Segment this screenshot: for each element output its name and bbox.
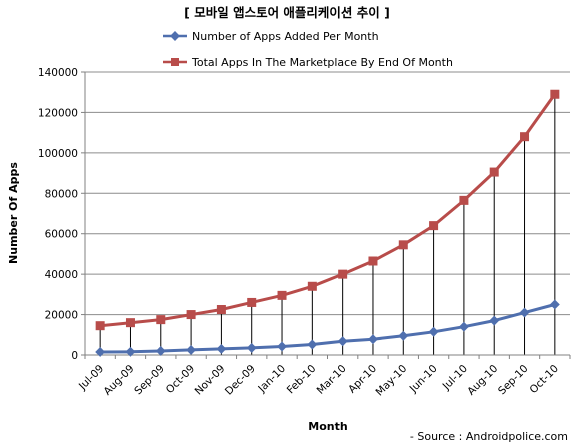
data-point-added xyxy=(458,321,469,332)
data-point-added xyxy=(549,299,560,310)
y-tick-label: 100000 xyxy=(38,148,78,160)
x-tick-label: Sep-09 xyxy=(132,363,167,398)
data-point-added xyxy=(428,326,439,337)
data-point-total xyxy=(307,281,317,291)
y-tick-label: 40000 xyxy=(45,269,78,281)
x-tick-label: Oct-10 xyxy=(528,363,561,396)
data-point-added xyxy=(277,341,287,352)
x-tick-label: Aug-09 xyxy=(101,363,136,398)
data-point-total xyxy=(156,315,166,325)
y-tick-label: 20000 xyxy=(45,310,78,322)
data-point-added xyxy=(519,307,530,318)
data-point-total xyxy=(368,256,378,266)
series-line-added xyxy=(100,303,556,354)
x-tick-label: Sep-10 xyxy=(496,363,531,398)
series-line-total xyxy=(100,93,557,328)
data-point-added xyxy=(489,315,500,326)
data-point-total xyxy=(550,89,560,99)
data-point-total xyxy=(247,297,257,307)
legend-marker-total xyxy=(171,58,179,66)
x-tick-labels: Jul-09Aug-09Sep-09Oct-09Nov-09Dec-09Jan-… xyxy=(76,363,561,399)
data-point-total xyxy=(338,269,348,279)
x-tick-label: Feb-10 xyxy=(285,363,319,397)
data-point-added xyxy=(246,342,257,353)
x-tick-label: Jun-10 xyxy=(407,363,440,396)
x-tick-label: Dec-09 xyxy=(223,363,258,398)
y-tick-label: 60000 xyxy=(45,229,78,241)
data-point-total xyxy=(186,310,196,320)
data-point-total xyxy=(520,132,530,142)
x-tick-label: Nov-09 xyxy=(193,363,228,398)
x-tick-label: Jan-10 xyxy=(255,363,288,396)
data-point-total xyxy=(277,290,287,300)
gridlines xyxy=(81,71,570,356)
data-point-added xyxy=(155,346,166,356)
x-tick-label: Oct-09 xyxy=(164,363,197,396)
axes xyxy=(84,72,571,359)
data-point-total xyxy=(429,221,439,231)
data-point-added xyxy=(216,343,227,354)
data-point-added xyxy=(368,334,378,345)
legend-marker-added xyxy=(170,31,180,41)
x-tick-label: Mar-10 xyxy=(315,363,349,397)
data-point-added xyxy=(337,336,348,347)
data-point-total xyxy=(125,318,135,328)
drop-lines xyxy=(99,94,556,355)
data-point-total xyxy=(216,305,226,315)
data-point-total xyxy=(489,167,499,177)
series-layer xyxy=(95,89,560,357)
data-point-added xyxy=(307,339,318,350)
legend: Number of Apps Added Per Month Total App… xyxy=(163,30,453,69)
y-tick-labels: 0 20000 40000 60000 80000 100000 120000 140000 xyxy=(38,67,78,362)
chart-title: [ 모바일 앱스토어 애플리케이션 추이 ] xyxy=(184,5,390,20)
data-point-total xyxy=(398,240,408,250)
x-axis-title: Month xyxy=(308,420,347,433)
x-tick-label: May-10 xyxy=(374,363,410,399)
data-point-total xyxy=(459,195,469,205)
legend-label-added: Number of Apps Added Per Month xyxy=(192,30,379,43)
x-tick-label: Aug-10 xyxy=(465,363,500,398)
y-axis-title: Number Of Apps xyxy=(7,162,20,264)
data-point-added xyxy=(398,330,409,341)
legend-label-total: Total Apps In The Marketplace By End Of … xyxy=(191,56,453,69)
legend-entry-added: Number of Apps Added Per Month xyxy=(163,30,379,43)
data-point-total xyxy=(95,321,105,331)
y-tick-label: 80000 xyxy=(45,188,78,200)
legend-entry-total: Total Apps In The Marketplace By End Of … xyxy=(163,56,453,69)
data-point-added xyxy=(186,344,197,355)
y-tick-label: 0 xyxy=(71,350,78,362)
y-tick-label: 140000 xyxy=(38,67,78,79)
y-tick-label: 120000 xyxy=(38,107,78,119)
source-note: - Source : Androidpolice.com xyxy=(410,430,568,443)
